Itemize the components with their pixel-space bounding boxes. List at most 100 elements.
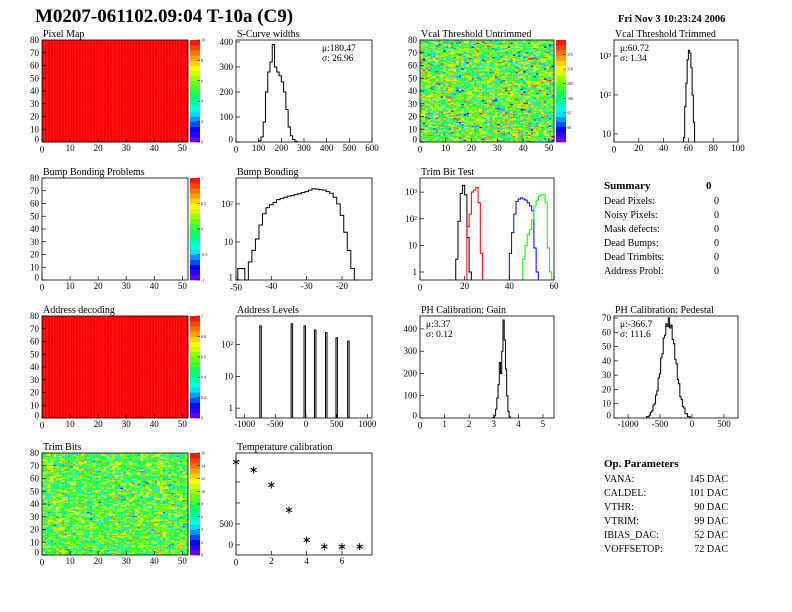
heatmap-cell [171,76,175,79]
heatmap-cell [435,129,439,131]
heatmap-cell [425,98,429,101]
heatmap-cell [47,71,51,74]
heatmap-cell [129,47,133,50]
heatmap-cell [168,71,172,74]
heatmap-cell [120,51,124,54]
heatmap-cell [117,117,121,120]
heatmap-cell [159,68,164,70]
heatmap-cell [432,134,436,136]
heatmap-cell [126,117,130,120]
heatmap-cell [109,102,113,105]
heatmap-cell [100,138,105,140]
heatmap-cell [123,122,127,125]
heatmap-cell [420,87,423,89]
heatmap-cell [106,121,110,124]
heatmap-cell [131,97,135,99]
heatmap-cell [81,69,85,71]
heatmap-cell [148,94,152,97]
heatmap-cell [157,73,161,75]
heatmap-cell [61,84,65,87]
heatmap-cell [432,108,436,111]
heatmap-cell [89,89,93,92]
heatmap-cell [176,56,180,59]
heatmap-cell [154,117,158,120]
heatmap-cell [61,71,65,74]
heatmap-cell [61,126,65,129]
heatmap-cell [159,108,164,111]
heatmap-cell [123,111,127,113]
heatmap-cell [100,40,105,42]
heatmap-cell [435,117,439,120]
heatmap-cell [168,82,172,84]
heatmap-cell [126,61,130,64]
heatmap-cell [129,127,133,130]
heatmap-cell [427,105,431,107]
heatmap-cell [67,61,71,64]
heatmap-cell [151,136,155,139]
heatmap-cell [123,47,127,50]
heatmap-cell [58,116,62,119]
heatmap-cell [185,50,189,52]
heatmap-cell [106,82,110,84]
heatmap-cell [427,136,431,139]
heatmap-cell [84,43,88,46]
heatmap-cell [438,129,441,131]
heatmap-cell [137,78,141,80]
heatmap-cell [151,110,155,112]
heatmap-cell [72,62,76,65]
heatmap-cell [64,61,68,64]
heatmap-cell [42,138,46,140]
heatmap-cell [131,75,135,78]
heatmap-cell [109,57,113,60]
heatmap-cell [168,139,172,142]
heatmap-cell [47,117,51,120]
heatmap-cell [53,117,57,120]
heatmap-cell [67,64,71,66]
heatmap-cell [185,40,189,42]
heatmap-cell [422,61,426,64]
heatmap-cell [56,93,60,96]
heatmap-cell [78,102,82,105]
heatmap-cell [168,108,172,111]
heatmap-cell [435,43,439,46]
heatmap-cell [92,69,96,71]
heatmap-cell [438,76,441,79]
heatmap-cell [56,57,60,60]
heatmap-cell [58,136,62,139]
heatmap-cell [425,126,429,129]
heatmap-cell [72,60,76,62]
heatmap-cell [84,57,88,60]
heatmap-cell [72,96,76,98]
heatmap-cell [140,131,144,134]
heatmap-cell [425,91,429,93]
heatmap-cell [422,68,426,70]
heatmap-cell [143,127,147,130]
heatmap-cell [58,102,62,105]
heatmap-cell [185,106,189,108]
heatmap-cell [420,83,423,85]
heatmap-cell [44,115,48,117]
heatmap-cell [438,101,441,103]
heatmap-cell [95,85,99,88]
heatmap-cell [430,73,434,75]
heatmap-cell [42,134,46,136]
heatmap-cell [176,139,180,142]
heatmap-cell [86,69,91,71]
heatmap-cell [182,94,186,97]
heatmap-cell [134,111,138,113]
heatmap-cell [81,47,85,50]
heatmap-cell [98,94,102,97]
heatmap-cell [61,122,65,125]
heatmap-cell [47,57,51,60]
heatmap-cell [438,47,441,50]
heatmap-cell [42,76,46,79]
heatmap-cell [171,101,175,103]
heatmap-cell [109,41,113,43]
heatmap-cell [92,102,96,105]
heatmap-cell [109,42,113,45]
heatmap-cell [50,92,54,94]
heatmap-cell [75,75,79,78]
heatmap-cell [165,140,169,143]
heatmap-cell [430,127,434,130]
heatmap-cell [148,50,152,52]
